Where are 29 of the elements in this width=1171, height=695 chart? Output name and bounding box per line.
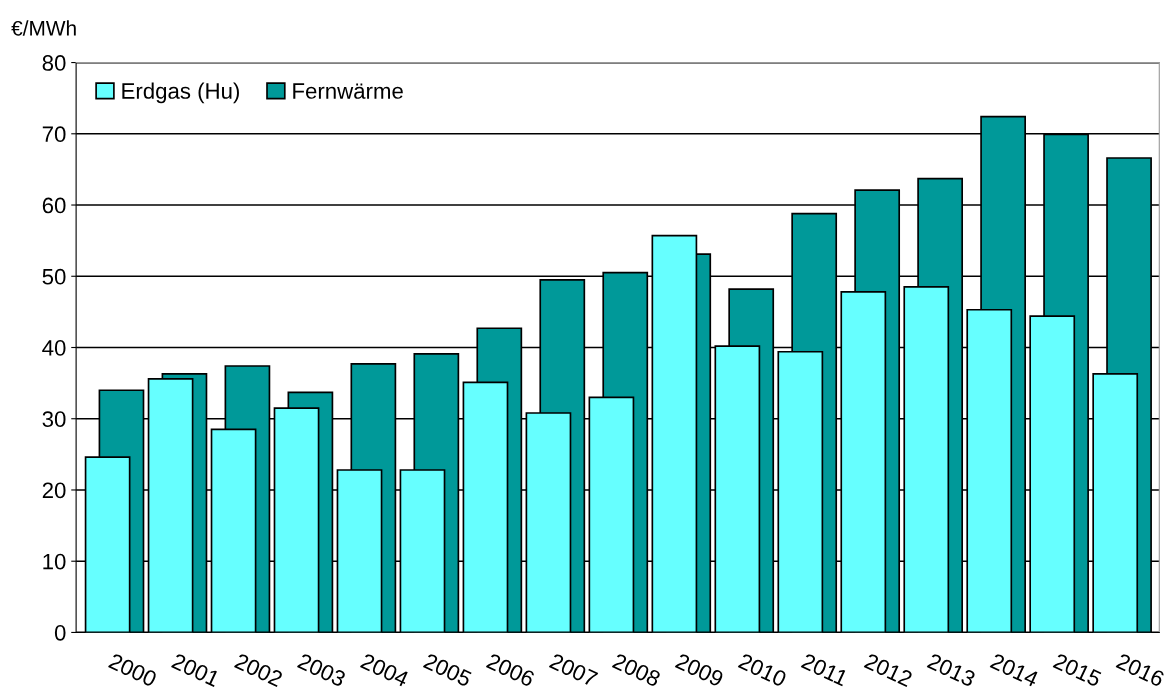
y-tick-label: 30 <box>42 411 66 428</box>
x-tick-label: 2015 <box>1052 652 1103 688</box>
x-tick-label: 2002 <box>233 652 284 688</box>
x-tick-label: 2013 <box>926 652 977 688</box>
y-axis-title: €/MWh <box>11 20 76 36</box>
x-tick-label: 2007 <box>548 652 599 688</box>
x-tick-label: 2004 <box>359 652 410 688</box>
x-tick-label: 2016 <box>1115 652 1166 688</box>
y-tick-label: 20 <box>42 482 66 499</box>
x-tick-label: 2006 <box>485 652 536 688</box>
legend-label: Fernwärme <box>293 83 403 99</box>
x-tick-label: 2011 <box>800 652 849 687</box>
y-tick-label: 80 <box>42 55 66 71</box>
y-tick-label: 60 <box>42 197 66 214</box>
x-tick-label: 2012 <box>863 652 914 688</box>
x-tick-label: 2008 <box>611 652 662 688</box>
y-tick-label: 50 <box>42 268 66 285</box>
x-tick-label: 2009 <box>674 652 725 688</box>
x-tick-label: 2005 <box>422 652 473 688</box>
y-tick-label: 10 <box>43 553 66 570</box>
x-tick-label: 2003 <box>296 652 347 688</box>
legend-label: Erdgas (Hu) <box>122 82 239 104</box>
y-tick-label: 70 <box>42 126 66 143</box>
y-tick-label: 40 <box>42 340 66 356</box>
y-tick-label: 0 <box>54 624 66 641</box>
x-tick-label: 2001 <box>170 652 221 688</box>
x-tick-label: 2010 <box>737 652 788 688</box>
x-tick-label: 2000 <box>108 652 158 688</box>
x-tick-label: 2014 <box>989 652 1040 688</box>
